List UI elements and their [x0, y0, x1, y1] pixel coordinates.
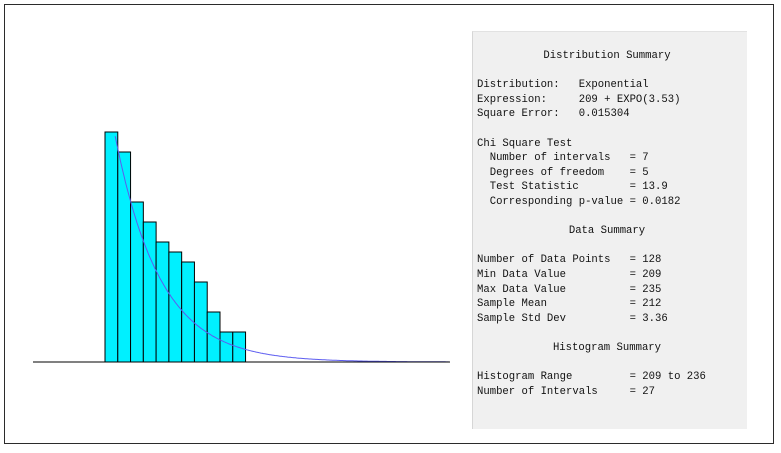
chi-line-statistic: Test Statistic = 13.9	[477, 181, 668, 194]
hist-line-range: Histogram Range = 209 to 236	[477, 371, 706, 384]
histogram-bars	[104, 131, 247, 363]
histogram-bar	[130, 201, 144, 363]
hist-line-intervals: Number of Intervals = 27	[477, 385, 656, 398]
summary-line-square-error: Square Error: 0.015304	[477, 108, 630, 121]
chi-square-title: Chi Square Test	[477, 137, 573, 150]
histogram-bar	[117, 151, 132, 363]
chi-line-p-value: Corresponding p-value = 0.0182	[477, 195, 681, 208]
chi-line-degrees: Degrees of freedom = 5	[477, 166, 649, 179]
histogram-bar	[142, 221, 157, 363]
histogram-chart	[33, 131, 450, 363]
histogram-bar	[155, 241, 170, 363]
histogram-bar	[104, 131, 119, 363]
data-line-points: Number of Data Points = 128	[477, 254, 662, 267]
data-summary-title: Data Summary	[568, 225, 646, 238]
data-line-std-dev: Sample Std Dev = 3.36	[477, 312, 668, 325]
distribution-summary-panel: Distribution Summary Distribution: Expon…	[472, 31, 747, 429]
summary-title: Distribution Summary	[543, 50, 671, 62]
histogram-bar	[219, 331, 234, 363]
data-line-min: Min Data Value = 209	[477, 268, 662, 281]
histogram-summary-title: Histogram Summary	[552, 341, 662, 354]
data-line-mean: Sample Mean = 212	[477, 298, 662, 311]
histogram-bar	[193, 281, 208, 363]
summary-line-expression: Expression: 209 + EXPO(3.53)	[477, 93, 681, 106]
summary-line-distribution: Distribution: Exponential	[477, 79, 649, 92]
chart-window: Distribution Summary Distribution: Expon…	[4, 4, 774, 444]
histogram-bar	[168, 251, 183, 363]
chi-line-intervals: Number of intervals = 7	[477, 152, 649, 165]
data-line-max: Max Data Value = 235	[477, 283, 662, 296]
